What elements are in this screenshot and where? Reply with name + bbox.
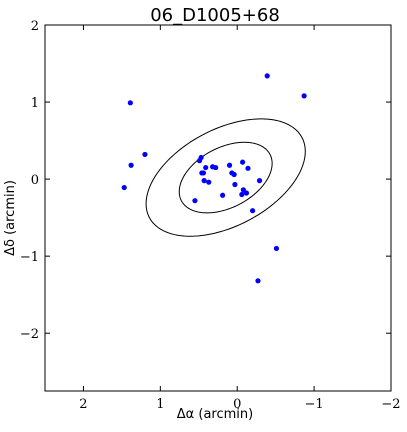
data-point: [273, 245, 280, 252]
data-point: [264, 73, 270, 79]
data-point: [226, 162, 233, 168]
inner-ellipse: [178, 141, 273, 214]
data-point: [127, 100, 133, 106]
data-point: [121, 184, 127, 191]
y-tick-label: 1: [31, 96, 39, 111]
data-point: [301, 93, 307, 99]
x-tick-label: −1: [305, 397, 324, 412]
data-point: [201, 178, 207, 184]
data-point: [245, 165, 251, 171]
outer-ellipse: [145, 118, 306, 237]
plot-frame: [44, 24, 392, 392]
data-point: [240, 159, 246, 165]
data-point: [220, 192, 226, 198]
chart-title: 06_D1005+68: [150, 5, 280, 26]
y-tick-label: −1: [20, 250, 39, 265]
x-tick-label: 0: [233, 397, 241, 412]
y-tick-label: −2: [20, 327, 39, 342]
y-axis-label: Δδ (arcmin): [3, 180, 18, 256]
data-point: [198, 154, 204, 161]
data-point: [243, 190, 250, 196]
data-point: [232, 181, 238, 188]
plot-area: 2 1 0 −1 −2 −2 −1 0 1 2: [20, 19, 401, 412]
data-point: [255, 278, 261, 284]
data-point: [200, 170, 206, 176]
data-point: [128, 162, 134, 168]
x-axis-label: Δα (arcmin): [177, 407, 253, 422]
data-point: [192, 198, 198, 204]
y-tick-label: 2: [31, 19, 39, 34]
data-point: [206, 179, 212, 185]
data-point: [256, 178, 263, 184]
data-point: [142, 151, 148, 158]
x-tick-label: 2: [79, 397, 87, 412]
data-point: [213, 164, 219, 171]
data-point: [203, 164, 209, 171]
data-point: [239, 191, 245, 198]
x-tick-label: −2: [381, 397, 400, 412]
data-point: [250, 208, 256, 214]
x-tick-label: 1: [156, 397, 164, 412]
y-tick-label: 0: [31, 173, 39, 188]
data-point: [231, 171, 237, 178]
